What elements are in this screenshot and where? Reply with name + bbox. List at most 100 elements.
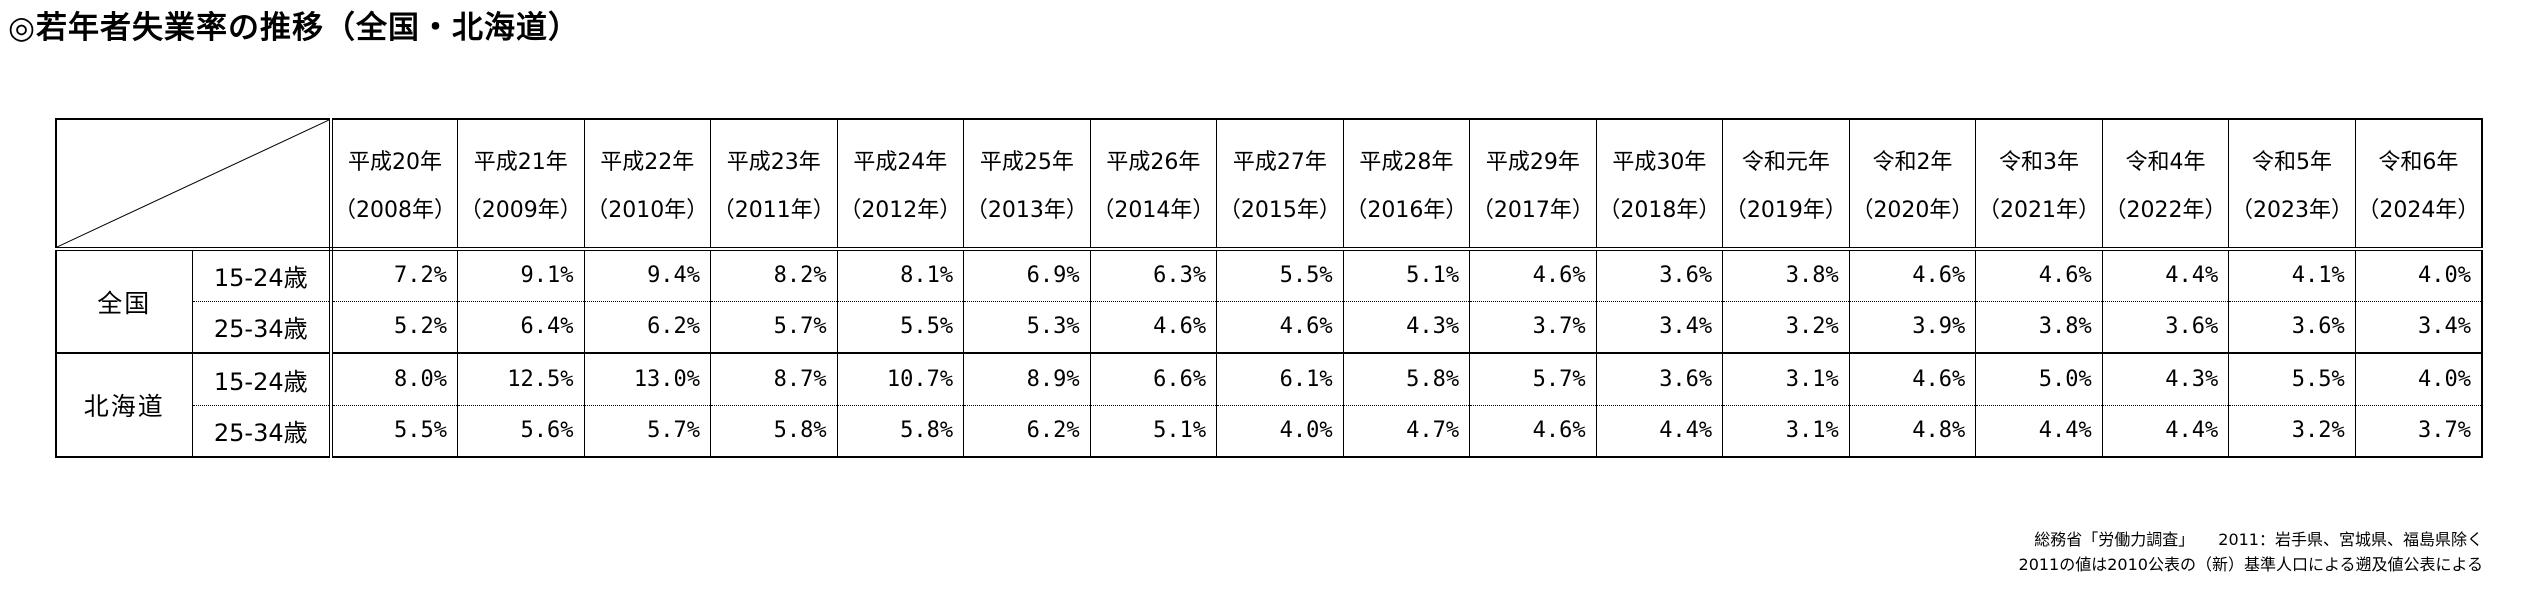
value-cell: 5.5% <box>1216 248 1344 302</box>
era-label: 平成27年 <box>1232 149 1327 175</box>
western-year-label: （2021年） <box>1977 197 2100 223</box>
page-title: ◎若年者失業率の推移（全国・北海道） <box>8 10 581 46</box>
value-cell: 3.9% <box>1848 300 1977 354</box>
value-cell: 4.6% <box>1216 300 1344 354</box>
value-cell: 3.4% <box>1595 300 1724 354</box>
value-cell: 3.7% <box>1469 300 1597 354</box>
western-year-label: （2022年） <box>2104 197 2227 223</box>
table-row: 北海道 15-24歳 8.0% 12.5% 13.0% 8.7% 10.7% 8.9% 6.6%… <box>55 352 2483 458</box>
western-year-label: （2013年） <box>965 197 1088 223</box>
value-cell: 4.6% <box>1089 300 1218 354</box>
value-cell: 4.6% <box>1469 248 1597 302</box>
era-label: 平成22年 <box>600 149 695 175</box>
age-group-label: 15-24歳 <box>191 248 333 302</box>
western-year-label: （2010年） <box>586 197 709 223</box>
year-header: 平成20年 （2008年） <box>330 118 459 251</box>
value-cell: 8.9% <box>963 352 1091 406</box>
value-cell: 4.7% <box>1342 404 1471 458</box>
diagonal-line <box>57 120 329 247</box>
table-body: 全国 15-24歳 7.2% 9.1% 9.4% 8.2% 8.1% 6.9% 6.3% 5.5%… <box>55 248 2483 458</box>
value-cell: 5.1% <box>1342 248 1471 302</box>
value-cell: 4.0% <box>2354 248 2483 302</box>
era-label: 平成23年 <box>726 149 821 175</box>
value-cell: 12.5% <box>457 352 585 406</box>
header-row: 平成20年 （2008年） 平成21年 （2009年） 平成22年 （2010年） 平成23… <box>55 118 2483 251</box>
value-cell: 8.2% <box>710 248 838 302</box>
source-note-line-1: 総務省「労働力調査」 2011：岩手県、宮城県、福島県除く <box>2034 530 2483 549</box>
value-cell: 4.4% <box>1595 404 1724 458</box>
year-header: 平成29年 （2017年） <box>1469 118 1597 251</box>
value-cell: 4.4% <box>1975 404 2103 458</box>
age-group-label: 15-24歳 <box>191 352 333 406</box>
year-header: 令和2年 （2020年） <box>1848 118 1977 251</box>
era-label: 令和6年 <box>2378 149 2459 175</box>
year-header: 平成28年 （2016年） <box>1342 118 1471 251</box>
age-group-label: 25-34歳 <box>191 300 333 354</box>
value-cell: 3.6% <box>1595 352 1724 406</box>
value-cell: 6.1% <box>1216 352 1344 406</box>
year-header: 平成26年 （2014年） <box>1089 118 1218 251</box>
year-header: 令和6年 （2024年） <box>2354 118 2483 251</box>
value-cell: 3.6% <box>2101 300 2230 354</box>
region-label: 北海道 <box>55 352 193 458</box>
value-cell: 8.7% <box>710 352 838 406</box>
value-cell: 5.8% <box>710 404 838 458</box>
year-header: 平成27年 （2015年） <box>1216 118 1344 251</box>
value-cell: 5.6% <box>457 404 585 458</box>
value-cell: 5.7% <box>1469 352 1597 406</box>
value-cell: 3.8% <box>1975 300 2103 354</box>
value-cell: 5.5% <box>836 300 965 354</box>
western-year-label: （2015年） <box>1218 197 1341 223</box>
value-cell: 3.6% <box>2228 300 2356 354</box>
value-cell: 6.4% <box>457 300 585 354</box>
western-year-label: （2019年） <box>1724 197 1847 223</box>
value-cell: 6.6% <box>1089 352 1218 406</box>
era-label: 平成30年 <box>1612 149 1707 175</box>
year-header: 平成21年 （2009年） <box>457 118 585 251</box>
western-year-label: （2016年） <box>1345 197 1468 223</box>
value-cell: 5.5% <box>2228 352 2356 406</box>
year-header: 令和3年 （2021年） <box>1975 118 2103 251</box>
age-group-label: 25-34歳 <box>191 404 333 458</box>
western-year-label: （2018年） <box>1598 197 1721 223</box>
era-label: 平成26年 <box>1106 149 1201 175</box>
value-cell: 6.2% <box>583 300 712 354</box>
western-year-label: （2024年） <box>2357 197 2480 223</box>
value-cell: 3.7% <box>2354 404 2483 458</box>
year-header: 平成23年 （2011年） <box>710 118 838 251</box>
era-label: 平成28年 <box>1359 149 1454 175</box>
unemployment-rate-table: 平成20年 （2008年） 平成21年 （2009年） 平成22年 （2010年） 平成23… <box>55 118 2483 458</box>
value-cell: 4.0% <box>2354 352 2483 406</box>
source-note-line-2: 2011の値は2010公表の（新）基準人口による遡及値公表による <box>2018 555 2483 574</box>
year-header: 令和元年 （2019年） <box>1722 118 1850 251</box>
table-row: 25-34歳 5.5% 5.6% 5.7% 5.8% 5.8% 6.2% 5.1% 4.0% 4.… <box>56 404 2483 458</box>
value-cell: 8.1% <box>836 248 965 302</box>
value-cell: 5.7% <box>710 300 838 354</box>
era-label: 平成21年 <box>473 149 568 175</box>
value-cell: 4.6% <box>1469 404 1597 458</box>
era-label: 令和3年 <box>1998 149 2079 175</box>
value-cell: 4.6% <box>1848 248 1977 302</box>
table-row: 全国 15-24歳 7.2% 9.1% 9.4% 8.2% 8.1% 6.9% 6.3% 5.5%… <box>55 248 2483 354</box>
value-cell: 5.1% <box>1089 404 1218 458</box>
year-header: 令和5年 （2023年） <box>2228 118 2356 251</box>
value-cell: 4.4% <box>2101 404 2230 458</box>
year-header: 令和4年 （2022年） <box>2101 118 2230 251</box>
value-cell: 6.3% <box>1089 248 1218 302</box>
year-header: 平成22年 （2010年） <box>583 118 712 251</box>
era-label: 令和元年 <box>1741 149 1830 175</box>
value-cell: 3.8% <box>1722 248 1850 302</box>
value-cell: 4.6% <box>1975 248 2103 302</box>
value-cell: 3.4% <box>2354 300 2483 354</box>
western-year-label: （2023年） <box>2230 197 2353 223</box>
value-cell: 10.7% <box>836 352 965 406</box>
year-header: 平成25年 （2013年） <box>963 118 1091 251</box>
corner-cell <box>55 118 333 251</box>
value-cell: 7.2% <box>330 248 459 302</box>
western-year-label: （2014年） <box>1092 197 1215 223</box>
era-label: 平成20年 <box>348 149 442 175</box>
value-cell: 3.2% <box>2228 404 2356 458</box>
era-label: 平成29年 <box>1485 149 1580 175</box>
value-cell: 9.1% <box>457 248 585 302</box>
